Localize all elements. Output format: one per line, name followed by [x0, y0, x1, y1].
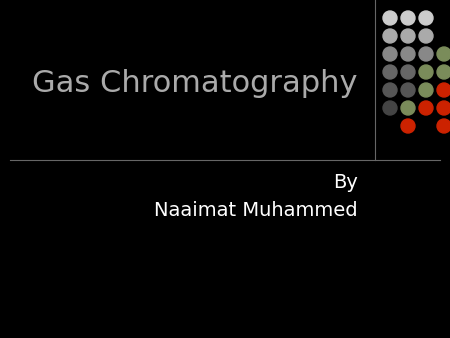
- Circle shape: [437, 65, 450, 79]
- Circle shape: [437, 83, 450, 97]
- Circle shape: [401, 83, 415, 97]
- Circle shape: [383, 47, 397, 61]
- Circle shape: [437, 101, 450, 115]
- Circle shape: [383, 101, 397, 115]
- Circle shape: [419, 47, 433, 61]
- Text: Gas Chromatography: Gas Chromatography: [32, 69, 358, 97]
- Circle shape: [401, 101, 415, 115]
- Circle shape: [419, 29, 433, 43]
- Circle shape: [419, 11, 433, 25]
- Circle shape: [383, 83, 397, 97]
- Circle shape: [437, 119, 450, 133]
- Circle shape: [419, 65, 433, 79]
- Circle shape: [401, 11, 415, 25]
- Circle shape: [401, 47, 415, 61]
- Circle shape: [383, 11, 397, 25]
- Circle shape: [419, 83, 433, 97]
- Circle shape: [401, 119, 415, 133]
- Text: By: By: [333, 173, 358, 193]
- Circle shape: [419, 101, 433, 115]
- Circle shape: [383, 29, 397, 43]
- Circle shape: [401, 65, 415, 79]
- Circle shape: [383, 65, 397, 79]
- Circle shape: [401, 29, 415, 43]
- Text: Naaimat Muhammed: Naaimat Muhammed: [154, 200, 358, 219]
- Circle shape: [437, 47, 450, 61]
